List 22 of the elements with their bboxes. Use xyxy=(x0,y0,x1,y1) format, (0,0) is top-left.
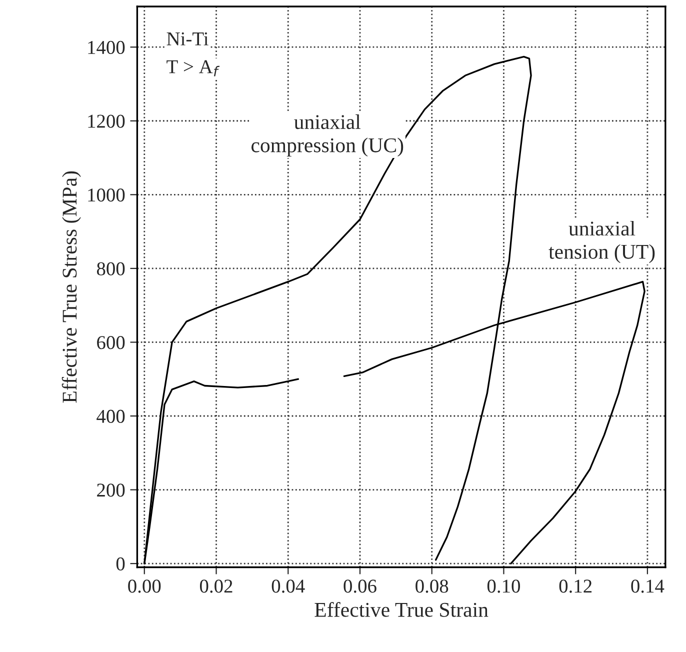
y-tick-label: 800 xyxy=(96,262,125,276)
annotation: Ni-Ti xyxy=(166,32,208,46)
x-axis-title: Effective True Strain xyxy=(314,602,488,617)
y-tick-label: 400 xyxy=(96,410,125,423)
y-tick-label: 200 xyxy=(97,484,125,497)
y-tick-label: 1200 xyxy=(88,114,125,128)
x-tick-label: 0.04 xyxy=(272,580,305,593)
y-tick-label: 0 xyxy=(116,557,125,570)
x-tick-label: 0.02 xyxy=(200,580,232,593)
x-tick-label: 0.08 xyxy=(416,580,448,593)
series-label: uniaxial compression (UC) xyxy=(251,114,404,157)
series-label: uniaxial tension (UT) xyxy=(548,220,655,264)
x-tick-label: 0.06 xyxy=(344,580,376,593)
x-tick-label: 0.12 xyxy=(559,580,592,593)
y-tick-label: 1400 xyxy=(88,40,125,54)
y-axis-title: Effective True Stress (MPa) xyxy=(62,171,81,403)
y-tick-label: 600 xyxy=(97,336,125,350)
annotation: T > A$_{f}$ xyxy=(166,60,220,76)
y-tick-label: 1000 xyxy=(88,188,125,202)
x-tick-label: 0.00 xyxy=(128,580,161,593)
x-tick-label: 0.14 xyxy=(631,580,664,593)
x-tick-label: 0.10 xyxy=(487,580,520,593)
